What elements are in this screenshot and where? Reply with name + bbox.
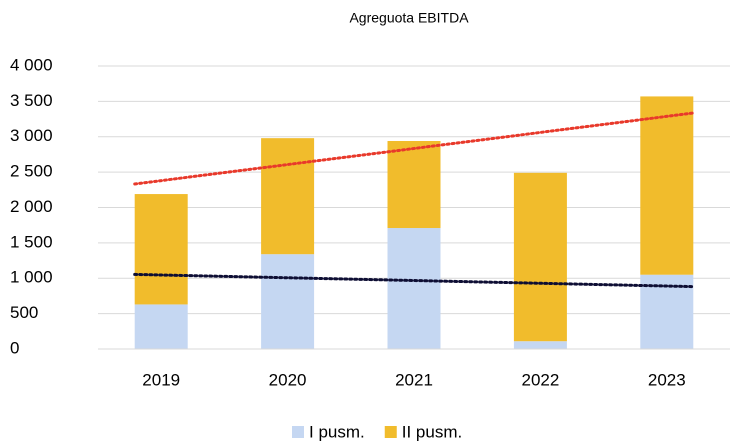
x-tick-label: 2020 [269, 370, 307, 389]
y-tick-label: 500 [10, 303, 38, 322]
bar-segment [261, 254, 315, 349]
x-tick-label: 2023 [648, 370, 686, 389]
bar-segment [134, 304, 188, 349]
y-tick-label: 2 000 [10, 197, 53, 216]
y-tick-label: 3 000 [10, 126, 53, 145]
y-tick-label: 3 500 [10, 91, 53, 110]
legend-swatch [384, 426, 397, 438]
bar-segment [640, 96, 694, 275]
x-tick-label: 2022 [521, 370, 559, 389]
x-tick-label: 2019 [142, 370, 180, 389]
y-tick-label: 2 500 [10, 162, 53, 181]
y-tick-label: 0 [10, 338, 19, 357]
trend-line [133, 272, 695, 289]
y-tick-label: 1 500 [10, 232, 53, 251]
legend-label: I pusm. [309, 422, 365, 441]
bar-segment [387, 228, 441, 349]
bar-segment [261, 138, 315, 255]
x-tick-label: 2021 [395, 370, 433, 389]
chart-title: Agreguota EBITDA [349, 10, 469, 26]
y-tick-label: 4 000 [10, 55, 53, 74]
legend-label: II pusm. [402, 422, 462, 441]
bar-segment [513, 341, 567, 349]
y-tick-label: 1 000 [10, 268, 53, 287]
legend-swatch [292, 426, 304, 438]
total-trend-line [133, 111, 695, 186]
bar-segment [134, 194, 188, 305]
bar-segment [513, 172, 567, 342]
bar-segment [387, 140, 441, 229]
